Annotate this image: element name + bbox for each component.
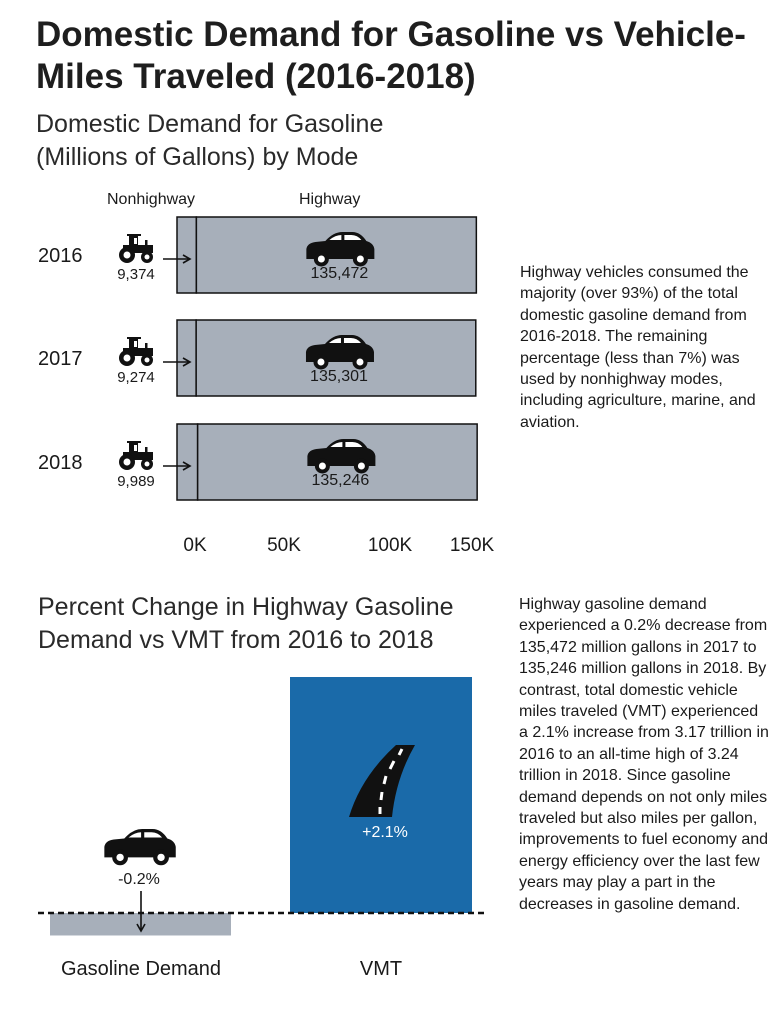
category-label-2016: 2016 <box>38 245 83 267</box>
gasoline-change-label: -0.2% <box>118 871 160 888</box>
column-header-highway: Highway <box>299 191 361 208</box>
tractor-icon <box>119 441 153 470</box>
x-tick-label-150K: 150K <box>450 535 495 556</box>
tractor-icon <box>119 234 153 263</box>
bar-nonhighway-2016 <box>176 216 198 294</box>
bar-nonhighway-2018 <box>176 423 199 501</box>
highway-value-2018: 135,246 <box>311 472 369 489</box>
bar-nonhighway-2017 <box>176 319 197 397</box>
mode-description: Highway vehicles consumed the majority (… <box>520 264 756 431</box>
highway-value-2017: 135,301 <box>310 368 368 385</box>
x-tick-label-100K: 100K <box>368 535 413 556</box>
percent-change-description: Highway gasoline demand experienced a 0.… <box>519 596 769 913</box>
road-icon <box>349 745 415 817</box>
mode-stacked-bar-chart: 2016 9,374 135,472 2017 9,274 135,301 2018 9,98… <box>38 216 495 556</box>
nonhighway-value-2016: 9,374 <box>117 266 155 283</box>
column-header-nonhighway: Nonhighway <box>107 191 196 208</box>
category-label-2017: 2017 <box>38 348 83 370</box>
x-tick-label-0K: 0K <box>183 535 207 556</box>
percent-change-subtitle: Percent Change in Highway Gasoline Deman… <box>38 593 454 654</box>
vmt-change-label: +2.1% <box>362 824 408 841</box>
category-label-vmt: VMT <box>360 958 402 980</box>
highway-value-2016: 135,472 <box>310 265 368 282</box>
category-label-gasoline-demand: Gasoline Demand <box>61 958 221 980</box>
x-tick-label-50K: 50K <box>267 535 301 556</box>
mode-chart-subtitle: Domestic Demand for Gasoline (Millions o… <box>36 110 384 171</box>
percent-change-bar-chart: Gasoline Demand VMT -0.2% +2.1% <box>38 677 486 980</box>
tractor-icon <box>119 337 153 366</box>
category-label-2018: 2018 <box>38 452 83 474</box>
nonhighway-value-2017: 9,274 <box>117 369 155 386</box>
page-title: Domestic Demand for Gasoline vs Vehicle-… <box>36 15 746 96</box>
nonhighway-value-2018: 9,989 <box>117 473 155 490</box>
car-icon <box>104 829 176 866</box>
